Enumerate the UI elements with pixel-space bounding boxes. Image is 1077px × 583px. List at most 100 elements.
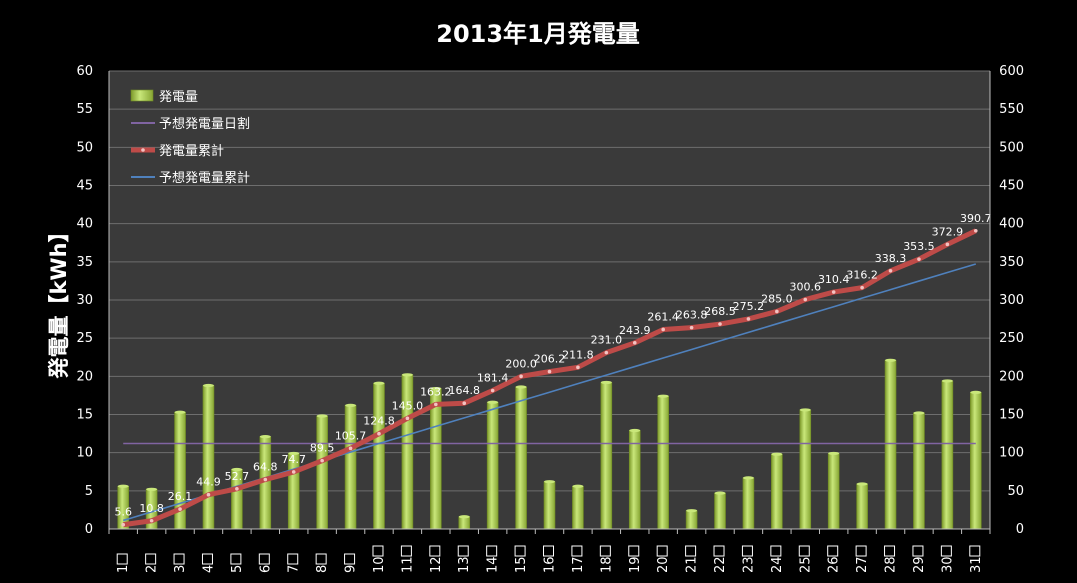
x-tick-label: 9 [344, 553, 359, 573]
data-label: 390.7 [960, 212, 992, 225]
data-label: 124.8 [363, 415, 395, 428]
x-tick-label: 4 [201, 553, 216, 573]
data-label: 263.8 [676, 309, 708, 322]
data-label: 206.2 [534, 353, 566, 366]
x-tick-day-glyph [798, 545, 810, 557]
y2-tick-label: 250 [999, 331, 1024, 346]
x-tick-label-text: 5 [230, 565, 245, 573]
x-tick-label: 17 [571, 545, 586, 573]
x-tick-label-text: 2 [145, 565, 160, 573]
data-label: 243.9 [619, 324, 651, 337]
cumulative-point [291, 470, 296, 474]
bar-top [373, 381, 385, 385]
x-tick-day-glyph [287, 553, 299, 565]
bar [316, 415, 328, 530]
bar [884, 360, 897, 530]
bar-top [345, 403, 357, 407]
x-tick-day-glyph [656, 545, 668, 557]
bar-top [231, 467, 243, 472]
x-tick-day-glyph [145, 553, 157, 565]
x-tick-day-glyph [940, 545, 952, 557]
bar [515, 386, 527, 530]
y2-tick-label: 500 [999, 140, 1024, 155]
data-label: 26.1 [168, 490, 193, 503]
x-tick-label-text: 11 [400, 556, 415, 573]
x-tick-label: 10 [372, 545, 387, 573]
data-label: 105.7 [335, 429, 367, 442]
cumulative-point [945, 242, 950, 247]
y2-tick-label: 150 [999, 408, 1024, 423]
data-label: 145.0 [392, 399, 424, 412]
x-tick-day-glyph [628, 545, 640, 557]
bar-top [430, 386, 442, 391]
x-tick-label-text: 12 [429, 556, 444, 573]
data-label: 285.0 [761, 292, 793, 305]
cumulative-point [973, 228, 978, 233]
data-label: 44.9 [196, 476, 221, 489]
bar-top [970, 390, 982, 394]
x-tick-label-text: 22 [713, 556, 728, 573]
cumulative-point [206, 492, 211, 497]
x-tick-label: 16 [543, 545, 558, 573]
chart-title: 2013年1月発電量 [436, 20, 640, 48]
data-label: 231.0 [591, 334, 623, 347]
bar-top [856, 482, 868, 486]
x-tick-label: 22 [713, 545, 728, 573]
data-label: 316.2 [846, 269, 878, 282]
cumulative-point [661, 327, 665, 332]
bar [969, 392, 982, 530]
cumulative-point [405, 416, 410, 421]
bar-top [487, 400, 499, 404]
x-tick-day-glyph [230, 553, 242, 565]
bar [913, 412, 925, 530]
x-tick-label: 7 [287, 553, 302, 573]
bar [742, 477, 755, 530]
data-label: 5.6 [114, 506, 132, 519]
bar [430, 388, 442, 530]
bar-top [714, 491, 726, 495]
cumulative-point [263, 477, 268, 482]
cumulative-point [860, 285, 864, 290]
x-tick-day-glyph [486, 545, 498, 557]
bar-top [629, 428, 641, 433]
x-tick-day-glyph [372, 545, 384, 557]
x-tick-day-glyph [315, 553, 327, 565]
x-tick-label-text: 20 [656, 556, 671, 573]
x-tick-day-glyph [713, 545, 725, 557]
legend-swatch-bar [130, 89, 154, 102]
y-tick-label: 25 [76, 331, 93, 346]
bar [827, 453, 840, 530]
legend-label: 予想発電量日割 [159, 116, 250, 132]
bar-top [913, 411, 925, 415]
x-tick-day-glyph [258, 553, 270, 565]
x-tick-label: 2 [145, 553, 160, 573]
y-tick-label: 60 [76, 64, 93, 79]
x-tick-label: 23 [741, 545, 756, 573]
x-tick-day-glyph [599, 545, 611, 557]
bar [486, 401, 499, 530]
x-tick-label-text: 19 [628, 556, 643, 573]
bar [657, 395, 669, 530]
bar-top [458, 515, 470, 519]
cumulative-point [178, 507, 182, 511]
bar [685, 510, 698, 530]
data-label: 372.9 [932, 225, 964, 238]
x-tick-label: 5 [230, 553, 245, 573]
y-tick-label: 40 [76, 217, 93, 232]
bar [799, 409, 812, 530]
x-tick-label: 27 [855, 545, 870, 573]
x-tick-label-text: 10 [372, 556, 387, 573]
x-tick-label: 3 [173, 553, 188, 573]
x-tick-label-text: 23 [741, 556, 756, 573]
bar-top [771, 452, 783, 456]
x-tick-day-glyph [770, 545, 782, 557]
y2-tick-label: 0 [1016, 522, 1024, 537]
x-tick-day-glyph [571, 545, 583, 557]
x-tick-day-glyph [855, 545, 867, 557]
data-label: 10.8 [139, 502, 164, 515]
y-axis-label-part: 発電量 [47, 316, 71, 380]
bar-top [686, 509, 698, 513]
y-tick-label: 35 [76, 255, 93, 270]
x-tick-label: 31 [969, 545, 984, 573]
